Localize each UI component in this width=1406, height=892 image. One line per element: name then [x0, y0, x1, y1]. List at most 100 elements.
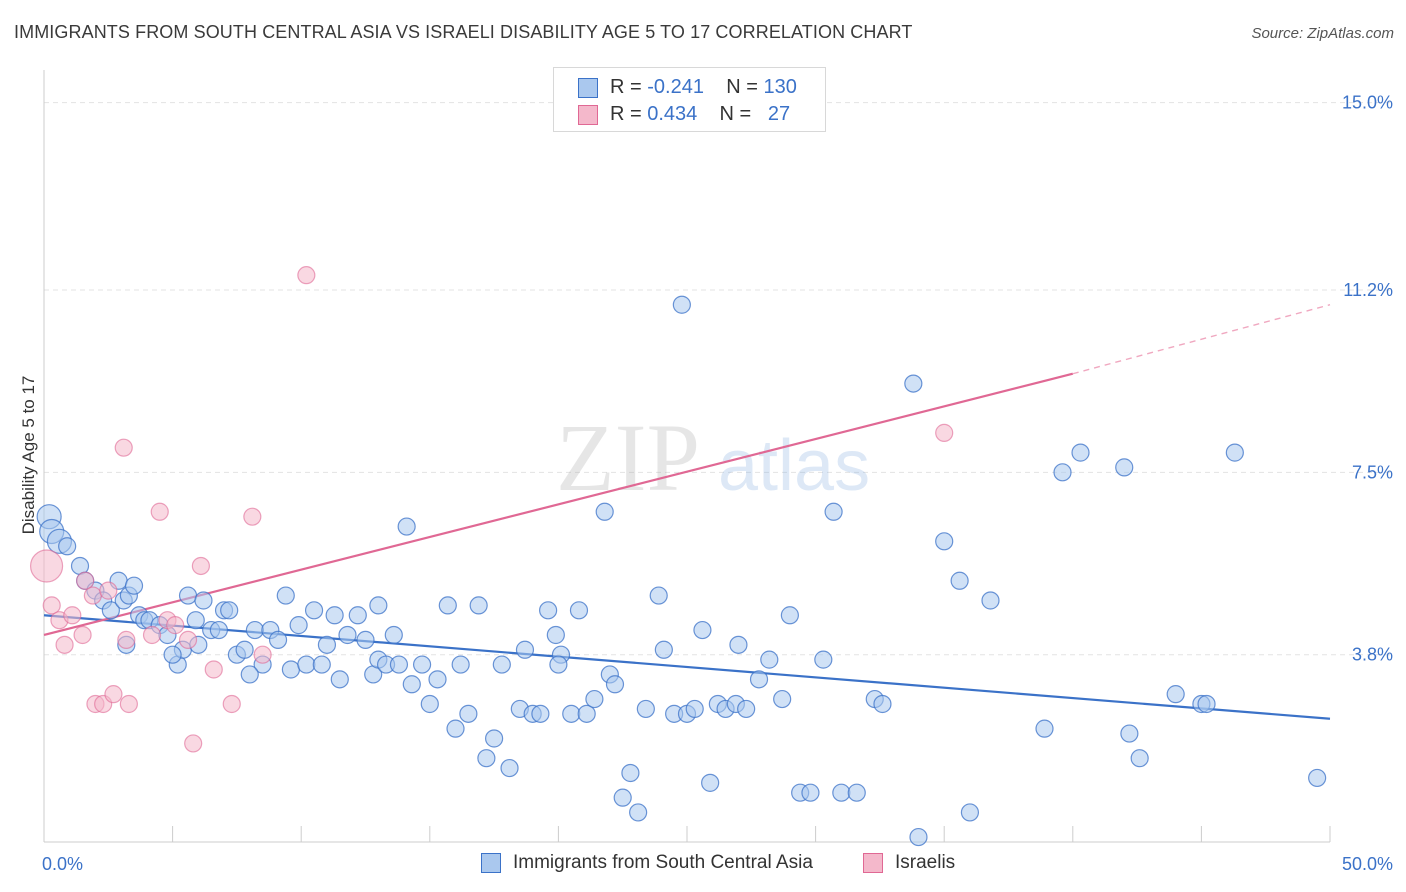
point-pink [42, 596, 61, 615]
point-blue [124, 576, 144, 595]
point-blue [1035, 719, 1054, 738]
chart-source: Source: ZipAtlas.com [1251, 25, 1394, 42]
point-blue [814, 650, 833, 669]
point-blue [186, 611, 205, 630]
point-blue [801, 783, 820, 802]
point-blue [605, 675, 625, 694]
point-blue [621, 763, 640, 783]
point-blue [420, 694, 439, 714]
point-blue [348, 606, 367, 625]
y-axis-label: Disability Age 5 to 17 [19, 376, 38, 535]
point-blue [1225, 443, 1244, 462]
point-blue [613, 788, 632, 807]
point-blue [485, 729, 504, 748]
point-blue [1071, 443, 1090, 462]
point-blue [459, 704, 478, 723]
point-blue [832, 783, 851, 802]
point-blue [451, 655, 470, 674]
point-blue [1308, 768, 1327, 788]
point-pink [142, 625, 162, 645]
point-pink [253, 645, 272, 664]
point-blue [685, 699, 704, 719]
y-tick-label: 3.8% [1352, 645, 1393, 665]
point-blue [312, 655, 331, 674]
point-pink [150, 502, 169, 521]
point-blue [1053, 463, 1072, 482]
point-blue [546, 625, 565, 645]
point-blue [477, 749, 496, 768]
point-blue [330, 670, 349, 689]
point-pink [29, 549, 64, 583]
axis-labels: 15.0% 11.2% 7.5% 3.8% 0.0% 50.0% [42, 93, 1393, 874]
legend-r-value: -0.241 [647, 76, 704, 98]
legend-n-value: 27 [767, 103, 791, 125]
point-blue [773, 689, 792, 709]
point-blue [428, 670, 447, 689]
point-blue [338, 625, 357, 645]
point-pink [243, 507, 262, 526]
point-blue [58, 537, 77, 556]
point-pink [99, 581, 118, 600]
point-blue [289, 616, 308, 635]
chart-title: IMMIGRANTS FROM SOUTH CENTRAL ASIA VS IS… [14, 22, 913, 42]
point-blue [1120, 724, 1139, 743]
point-blue [729, 635, 748, 654]
point-blue [672, 295, 691, 314]
bottom-legend-label: Israelis [895, 852, 956, 873]
point-pink [104, 685, 123, 704]
point-blue [492, 655, 511, 674]
bottom-legend-swatch-pink [863, 853, 883, 873]
point-blue [397, 517, 416, 536]
point-blue [935, 532, 954, 551]
point-pink [204, 660, 223, 679]
point-blue [636, 699, 655, 719]
point-blue [981, 591, 1000, 610]
axes [43, 70, 1331, 843]
point-blue [402, 675, 421, 694]
point-blue [960, 803, 980, 822]
point-blue [824, 502, 843, 521]
trend-line-pink-extension [1072, 304, 1331, 375]
point-blue [163, 645, 182, 664]
point-blue [737, 699, 756, 719]
point-blue [384, 625, 403, 645]
point-pink [222, 694, 241, 714]
point-blue [194, 591, 213, 610]
legend-r-value: 0.434 [647, 103, 698, 125]
point-blue [220, 601, 239, 620]
point-blue [693, 620, 712, 640]
point-blue [701, 773, 720, 792]
point-blue [325, 606, 344, 625]
point-pink [73, 625, 92, 645]
point-pink [83, 586, 102, 605]
point-blue [389, 655, 409, 674]
point-blue [539, 601, 558, 620]
point-blue [178, 586, 198, 605]
point-pink [166, 616, 185, 635]
point-blue [446, 719, 465, 738]
point-blue [531, 704, 550, 723]
point-blue [245, 620, 265, 640]
point-blue [101, 601, 120, 620]
legend-n-value: 130 [763, 76, 797, 98]
point-blue [780, 606, 799, 625]
point-blue [649, 586, 668, 605]
point-blue [749, 670, 769, 689]
trend-line-pink [43, 372, 1074, 637]
point-blue [569, 601, 589, 620]
point-blue [950, 571, 969, 590]
point-blue [438, 596, 457, 615]
point-blue [209, 620, 228, 640]
point-blue [1115, 458, 1134, 477]
legend-swatch-pink [578, 105, 598, 125]
point-pink [119, 694, 138, 714]
watermark-zip: ZIP [556, 404, 700, 511]
point-blue [760, 650, 779, 669]
watermark-atlas: atlas [718, 426, 870, 506]
point-blue [268, 630, 288, 650]
point-blue [369, 596, 388, 615]
point-blue [515, 640, 535, 659]
point-pink [117, 630, 136, 650]
legend-swatch-blue [578, 78, 598, 98]
